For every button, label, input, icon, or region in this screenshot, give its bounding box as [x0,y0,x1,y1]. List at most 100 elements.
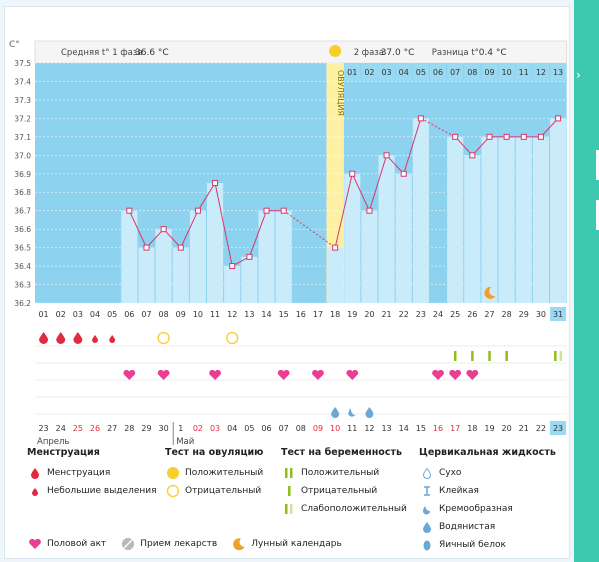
date-highlight [550,421,567,435]
heart-icon [209,369,221,380]
y-tick-label: 36.3 [14,281,31,290]
temperature-line [368,155,388,211]
calendar-date: 03 [210,424,220,433]
phase2-label: 2 фаза [354,48,384,58]
heart-icon [123,369,136,380]
calendar-date: 25 [73,424,83,433]
temperature-line [403,118,422,174]
side-panel-edge[interactable]: › [574,0,599,562]
top-day-cell [498,63,515,81]
day-label: 02 [56,310,66,319]
menstruation-drop-icon [56,332,66,345]
circle-filled-yellow-icon [165,466,181,480]
y-tick-label: 37.3 [14,96,31,105]
diff-value: 0.4 °C [479,48,507,58]
temperature-bar [121,210,138,303]
top-day-cell [395,63,412,81]
chevron-right-icon[interactable]: › [576,68,581,82]
top-day-cell [361,63,378,81]
legend-item-pregnancy-positive: Положительный [281,464,407,482]
drop-red-icon [27,467,43,479]
calendar-date: 26 [90,424,100,433]
legend-item-intercourse: Половой акт [27,535,106,553]
temperature-point [400,170,407,177]
temperature-bar [481,136,498,303]
day-label: 16 [296,310,306,319]
day-label: 10 [193,310,203,319]
calendar-date: 10 [330,424,340,433]
temperature-point [280,207,287,214]
legend-item-pregnancy-weak: Слабоположительный [281,500,407,518]
pregnancy-test-bar-icon [505,351,508,361]
legend-bottom: Половой акт Прием лекарств Лунный календ… [27,535,342,553]
legend-item-label: Кремообразная [439,504,513,514]
temperature-point [263,207,270,214]
top-day-cell [550,63,567,81]
day-highlight [550,307,567,321]
calendar-date: 09 [313,424,323,433]
y-tick-label: 36.8 [14,188,31,197]
temperature-bar [207,183,224,303]
day-label: 04 [90,310,100,319]
temperature-bar [275,210,292,303]
heart-icon [432,369,444,380]
calendar-date: 28 [124,424,134,433]
calendar-date: 20 [502,424,512,433]
temperature-line [386,154,405,175]
day-label: 17 [313,310,323,319]
temperature-line [334,173,353,248]
day-label: 30 [536,310,546,319]
calendar-date: 21 [519,424,529,433]
temperature-bar [241,256,258,303]
ovulation-test-negative-icon [157,331,170,345]
legend-item-egg-white: Яичный белок [419,536,556,554]
temperature-point [555,115,562,122]
temperature-bar [327,247,344,303]
temperature-bar [155,229,172,303]
calendar-date: 19 [484,424,494,433]
day-label: 22 [399,310,409,319]
single-bar-icon [281,485,297,497]
side-notch [596,150,599,180]
double-bar-icon [281,467,297,479]
legend-item-label: Яичный белок [439,540,506,550]
top-day-label: 08 [467,68,477,77]
pregnancy-test-bar-icon [471,351,474,361]
day-label: 19 [347,310,357,319]
legend-item-dry: Сухо [419,464,556,482]
temperature-bar [224,266,241,303]
light-drop-icon [109,335,116,343]
day-label: 24 [433,310,443,319]
calendar-date: 15 [416,424,426,433]
day-label: 05 [107,310,117,319]
ovulation-column [326,63,344,303]
temperature-point [520,133,527,140]
temperature-bar [258,210,275,303]
calendar-date: 27 [107,424,117,433]
calendar-date: 07 [279,424,289,433]
calendar-date: 05 [244,424,254,433]
legend-item-label: Слабоположительный [301,504,407,514]
temperature-point [212,180,219,186]
legend-cervical-fluid: Цервикальная жидкость Сухо Клейкая Кремо… [419,447,556,554]
temperature-bar [498,136,515,303]
legend-item-lunar: Лунный календарь [231,535,342,553]
phase1-value: 36.6 °C [135,48,169,58]
top-day-label: 10 [502,68,512,77]
y-tick-label: 36.6 [14,225,31,234]
legend-item-label: Небольшие выделения [47,486,157,496]
pregnancy-test-bar-icon [453,351,457,361]
ovulation-test-negative-icon [226,331,239,345]
temperature-point [349,170,356,177]
ovulation-sun-icon [329,45,342,57]
legend-pregnancy-test-title: Тест на беременность [281,447,402,458]
day-label: 15 [279,310,289,319]
heart-icon [466,369,479,380]
day-label: 28 [502,310,512,319]
temperature-point [469,152,476,159]
drop-small-red-icon [27,485,43,497]
moon-icon [484,286,496,299]
top-day-cell [532,63,549,81]
heart-icon [157,369,170,380]
y-tick-label: 36.4 [14,262,31,271]
